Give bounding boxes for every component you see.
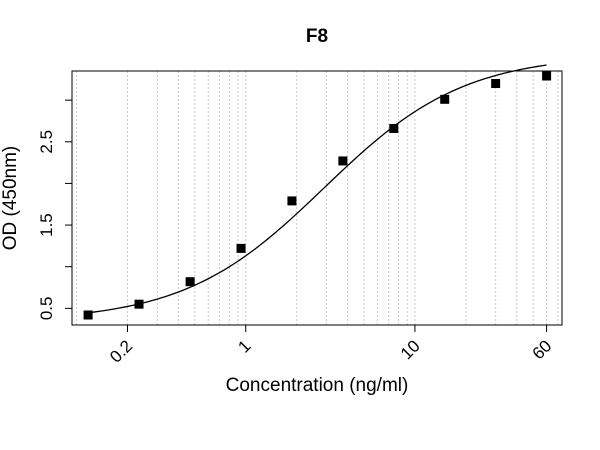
data-point	[236, 243, 246, 253]
data-point	[440, 94, 450, 104]
data-point	[134, 299, 144, 309]
y-axis: 0.5 1.5 2.5	[37, 99, 72, 321]
data-points	[83, 71, 552, 320]
x-axis-label: Concentration (ng/ml)	[226, 375, 409, 396]
data-point	[185, 277, 195, 287]
y-axis-label: OD (450nm)	[0, 146, 21, 251]
x-axis: 0.2 1 10 60	[106, 325, 555, 367]
y-tick-label: 1.5	[37, 213, 56, 237]
grid-lines	[76, 71, 559, 325]
y-tick-label: 0.5	[37, 297, 56, 321]
chart-title: F8	[306, 26, 328, 47]
x-tick-label: 0.2	[106, 336, 136, 366]
plot-frame	[71, 70, 563, 326]
y-tick-label: 2.5	[37, 130, 56, 154]
fit-curve-line	[87, 64, 547, 314]
x-tick-label: 1	[234, 336, 254, 356]
data-point	[338, 156, 348, 166]
x-tick-label: 10	[397, 336, 424, 363]
x-tick-label: 60	[529, 336, 556, 363]
data-point	[389, 123, 399, 133]
data-point	[287, 196, 297, 206]
data-point	[542, 71, 552, 81]
data-point	[491, 78, 501, 88]
data-point	[83, 310, 93, 320]
